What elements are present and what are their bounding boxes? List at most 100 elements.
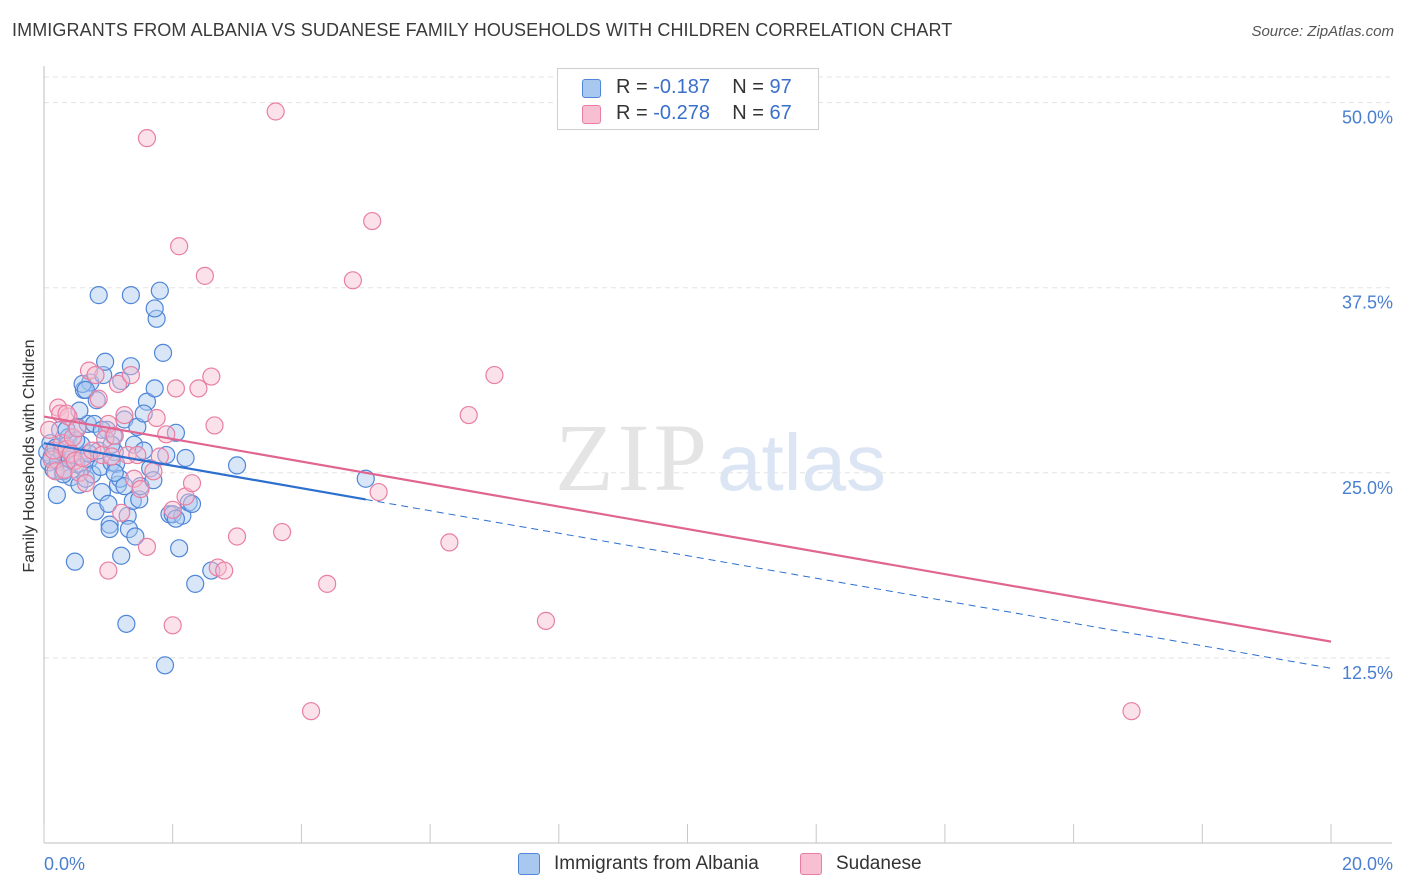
albania-point [176,448,195,468]
albania-point [76,380,95,399]
sudanese-point [76,474,95,493]
legend-n-label: N = [732,102,764,124]
albania-trend-extension [365,498,1332,669]
sudanese-point [170,237,189,256]
albania-point [121,286,140,305]
sudanese-point [195,266,214,285]
albania-point [126,527,145,546]
sudanese-point [166,379,186,398]
albania-point [112,546,131,565]
sudanese-point [363,211,382,231]
albania-point [119,519,139,539]
y-tick-label: 50.0% [1342,108,1393,128]
albania-point [186,574,205,593]
legend-n-value: 67 [769,102,792,124]
albania-point [92,482,112,502]
albania-point [117,614,136,633]
sudanese-point [115,405,134,425]
sudanese-point [63,428,83,447]
sudanese-point [40,420,59,439]
albania-point [65,552,84,571]
albania-point [145,379,164,398]
albania-point [227,456,247,475]
legend-n-value: 97 [769,76,792,98]
legend-r-value: -0.187 [653,76,710,98]
sudanese-point [57,404,76,423]
sudanese-point [105,426,124,445]
y-tick-label: 25.0% [1342,478,1393,498]
sudanese-point [227,527,247,546]
albania-point [153,343,173,362]
sudanese-legend-label: Sudanese [836,853,922,874]
sudanese-point [112,503,131,522]
albania-legend-label: Immigrants from Albania [554,853,759,874]
sudanese-point [157,425,176,444]
legend-r-value: -0.278 [653,102,710,124]
trend-layer [43,415,1332,669]
ticks-layer: 12.5% 25.0% 37.5% 50.0% 0.0% 20.0% [44,108,1393,874]
sudanese-point [272,522,292,542]
sudanese-point [108,374,128,394]
sudanese-point [205,416,224,435]
watermark: ZIP atlas [555,404,886,511]
x-tick-label: 20.0% [1342,854,1393,874]
albania-point [100,519,119,539]
sudanese-point [86,365,105,385]
sudanese-trend-line [43,415,1332,643]
sudanese-point [124,469,144,488]
albania-point [124,435,144,454]
albania-point [145,299,164,318]
y-axis-label: Family Households with Children [21,340,38,573]
sudanese-point [301,702,321,721]
sudanese-point [131,479,150,499]
sudanese-point [440,533,459,552]
chart-title: IMMIGRANTS FROM ALBANIA VS SUDANESE FAMI… [12,20,953,40]
watermark-atlas: atlas [717,418,886,507]
sudanese-point [150,447,169,466]
sudanese-point [1122,702,1141,721]
albania-point [150,281,169,300]
albania-point [166,423,186,442]
albania-point [112,371,131,391]
stats-legend: R = -0.187 N = 97 R = -0.278 N = 67 [557,68,819,130]
albania-point [99,494,118,514]
sudanese-point [485,365,504,385]
sudanese-point [70,463,89,482]
sudanese-point [137,129,157,148]
albania-swatch [582,79,601,98]
legend-n-label: N = [732,76,764,98]
sudanese-point [343,271,362,290]
legend-r-label: R = [616,102,648,124]
x-tick-label: 0.0% [44,854,85,874]
sudanese-point [99,561,118,580]
sudanese-point [147,408,166,428]
albania-point [94,365,113,385]
sudanese-point [46,462,65,481]
albania-trend-line [43,442,366,501]
sudanese-swatch [582,105,601,124]
albania-point [89,286,108,305]
albania-point [137,392,157,411]
y-tick-label: 37.5% [1342,293,1393,313]
albania-point [141,459,160,478]
y-tick-label: 12.5% [1342,663,1393,683]
sudanese-point [182,474,202,493]
sudanese-point [121,365,140,385]
sudanese-point [137,537,157,556]
sudanese-point [202,367,221,386]
albania-point [155,656,175,675]
albania-point [96,352,115,371]
sudanese-point [536,611,556,630]
sudanese-point [163,616,182,635]
sudanese-point [369,482,388,502]
albania-point [47,485,66,505]
sudanese-point [318,574,337,593]
albania-point [170,539,189,558]
sudanese-point [163,500,182,519]
sudanese-point [215,561,234,580]
sudanese-legend-swatch [800,853,822,875]
albania-legend-swatch [518,853,540,875]
sudanese-point [89,389,108,408]
albania-point [100,515,119,534]
